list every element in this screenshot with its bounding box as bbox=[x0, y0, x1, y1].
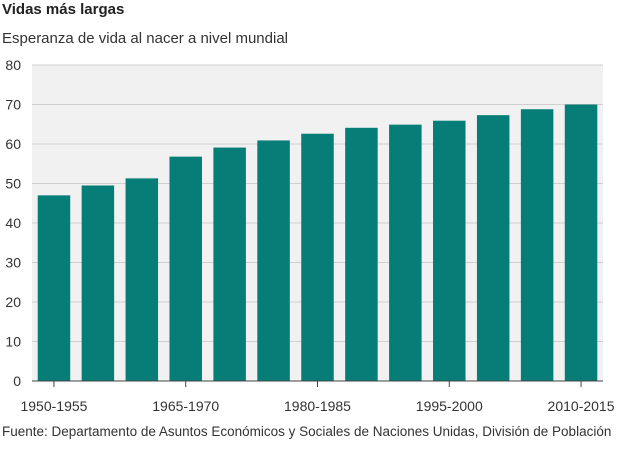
chart-title: Vidas más largas bbox=[2, 1, 125, 18]
bar bbox=[257, 140, 290, 381]
bar bbox=[37, 195, 71, 381]
y-tick-label: 50 bbox=[5, 176, 21, 192]
y-axis-tick-labels: 0 10 20 30 40 50 60 70 80 bbox=[5, 57, 21, 389]
bars bbox=[37, 104, 598, 382]
x-tick-label: 1950-1955 bbox=[20, 398, 87, 414]
bar bbox=[301, 133, 334, 381]
x-axis-ticks: 1950-1955 1965-1970 1980-1985 1995-2000 2010… bbox=[20, 380, 615, 414]
y-tick-label: 80 bbox=[5, 57, 21, 73]
bar bbox=[564, 104, 598, 381]
x-tick-label: 1995-2000 bbox=[416, 398, 483, 414]
y-tick-label: 10 bbox=[5, 334, 21, 350]
bar bbox=[520, 109, 554, 382]
source-note: Fuente: Departamento de Asuntos Económic… bbox=[2, 424, 612, 439]
bar bbox=[125, 178, 159, 381]
bar bbox=[345, 127, 378, 382]
y-tick-label: 20 bbox=[5, 294, 21, 310]
bar bbox=[169, 156, 202, 381]
y-tick-label: 60 bbox=[5, 136, 21, 152]
bar bbox=[213, 147, 246, 381]
y-tick-label: 0 bbox=[13, 373, 21, 389]
bar bbox=[476, 115, 510, 381]
y-tick-label: 40 bbox=[5, 215, 21, 231]
x-tick-label: 1965-1970 bbox=[152, 398, 219, 414]
y-tick-label: 70 bbox=[5, 97, 21, 113]
bar bbox=[389, 124, 422, 382]
x-tick-label: 1980-1985 bbox=[284, 398, 351, 414]
bar bbox=[433, 120, 466, 381]
bar bbox=[81, 185, 115, 381]
bar-chart: 0 10 20 30 40 50 60 70 80 1950-1955 1965-1970 1980… bbox=[5, 57, 615, 414]
chart-subtitle: Esperanza de vida al nacer a nivel mundi… bbox=[2, 30, 289, 47]
y-tick-label: 30 bbox=[5, 255, 21, 271]
x-tick-label: 2010-2015 bbox=[548, 398, 615, 414]
